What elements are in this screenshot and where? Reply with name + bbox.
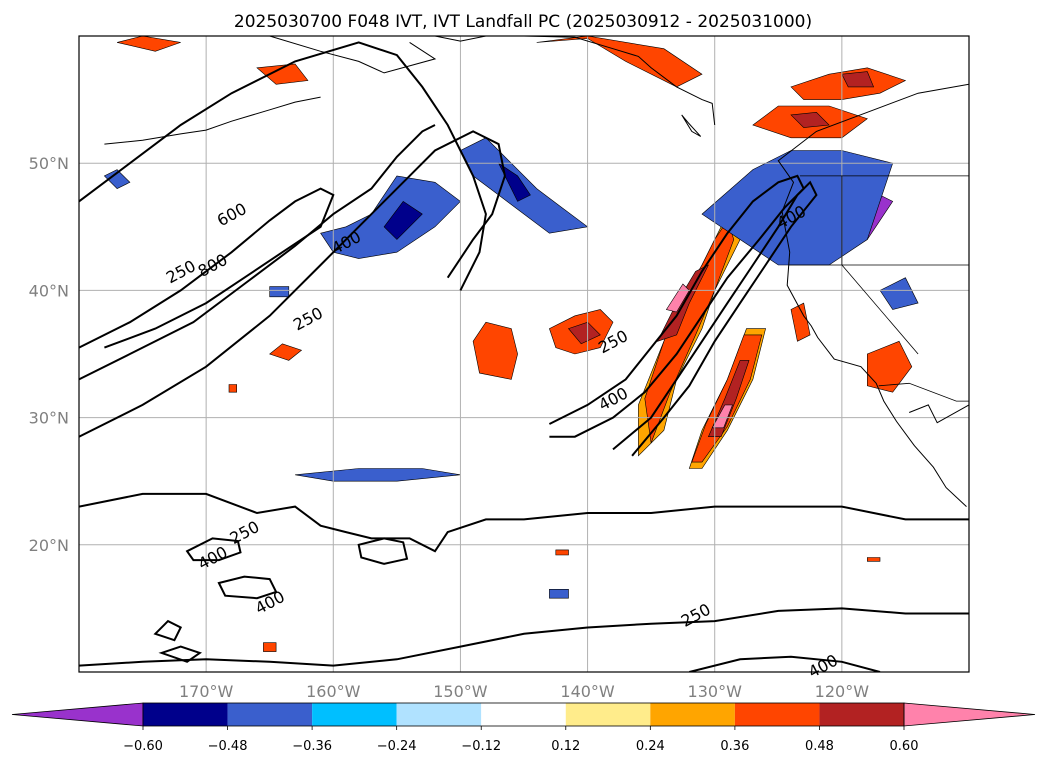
colorbar-swatch: [143, 703, 228, 726]
ivt-contour-line: [548, 174, 805, 438]
latitude-tick-labels: 50°N 40°N 30°N 20°N: [29, 154, 69, 555]
pc-patch: [867, 340, 913, 393]
map-frame: [78, 35, 970, 673]
colorbar-swatch: [650, 703, 735, 726]
colorbar-extend-high: [903, 702, 1036, 727]
lon-tick-label: 140°W: [560, 682, 615, 701]
colorbar-tick-label: 0.12: [551, 739, 580, 754]
colorbar-swatch: [481, 703, 566, 726]
pc-patch: [879, 277, 919, 310]
pc-patch: [867, 557, 881, 562]
pc-patch: [711, 404, 733, 429]
ivt-contour-line: [79, 41, 487, 291]
pc-patch: [228, 384, 237, 393]
pc-patch: [497, 162, 531, 202]
colorbar-tick-label: 0.48: [805, 739, 834, 754]
coastline: [269, 36, 437, 74]
colorbar-swatch: [565, 703, 651, 726]
colorbar: −0.60 −0.48 −0.36 −0.24 −0.12 0.12 0.24 0.36 0.4…: [11, 702, 1036, 754]
pc-patch: [555, 549, 569, 556]
pc-patch: [383, 200, 423, 240]
ivt-contour-line: [79, 130, 506, 438]
ivt-contour-line: [612, 180, 818, 457]
colorbar-swatch: [227, 703, 313, 726]
coastline: [104, 96, 321, 145]
pc-patch: [320, 175, 461, 259]
coastline: [909, 404, 969, 424]
ivt-contour-line: [217, 575, 278, 600]
landfall-pc-shading: [103, 36, 919, 652]
coastline: [681, 114, 702, 137]
colorbar-swatch: [734, 703, 820, 726]
ivt-contour-line: [153, 619, 183, 642]
state-border: [878, 382, 969, 402]
pc-patch: [841, 71, 875, 88]
pc-patch: [103, 169, 131, 189]
longitude-tick-labels: 170°W 160°W 150°W 140°W 130°W 120°W: [179, 682, 869, 701]
pc-patch: [567, 321, 601, 345]
ivt-contour-line: [357, 537, 409, 565]
ivt-contour-line: [158, 645, 203, 663]
lon-tick-label: 150°W: [433, 682, 488, 701]
colorbar-swatch: [396, 703, 482, 726]
coastline: [777, 83, 969, 507]
colorbar-tick-label: 0.24: [636, 739, 665, 754]
ivt-contour-line: [79, 492, 969, 553]
colorbar-tick-label: −0.12: [461, 739, 501, 754]
colorbar-swatch: [819, 703, 904, 726]
ivt-contour-line: [79, 607, 969, 667]
colorbar-swatch: [312, 703, 397, 726]
colorbar-tick-label: −0.36: [292, 739, 332, 754]
pc-patch: [790, 111, 830, 128]
pc-patch: [256, 63, 309, 85]
pc-patch: [117, 36, 181, 52]
colorbar-tick-label: 0.36: [720, 739, 749, 754]
lat-tick-label: 30°N: [29, 409, 69, 428]
colorbar-tick-label: −0.60: [123, 739, 163, 754]
ivt-contour-line: [79, 187, 335, 349]
coastlines: [104, 36, 969, 507]
lat-tick-label: 20°N: [29, 536, 69, 555]
lon-tick-label: 170°W: [179, 682, 234, 701]
pc-patch: [263, 642, 277, 652]
pc-patch: [269, 286, 290, 298]
lat-tick-label: 50°N: [29, 154, 69, 173]
lon-tick-label: 120°W: [815, 682, 870, 701]
pc-patch: [269, 343, 303, 361]
chart-title: 2025030700 F048 IVT, IVT Landfall PC (20…: [234, 12, 812, 32]
colorbar-tick-label: 0.60: [890, 739, 919, 754]
colorbar-tick-label: −0.48: [208, 739, 248, 754]
colorbar-outline: [142, 702, 905, 727]
pc-patch: [790, 302, 811, 342]
ivt-contour-line: [185, 537, 242, 562]
colorbar-tick-label: −0.24: [377, 739, 417, 754]
ivt-contours: [79, 41, 969, 672]
pc-patch: [536, 36, 703, 88]
lat-tick-label: 40°N: [29, 281, 69, 300]
coastline: [434, 36, 716, 126]
ivt-contour-line: [689, 655, 881, 672]
lon-tick-label: 160°W: [306, 682, 361, 701]
gridlines: [79, 36, 969, 672]
colorbar-extend-low: [11, 702, 144, 727]
pc-patch: [549, 589, 569, 599]
lon-tick-label: 130°W: [688, 682, 743, 701]
map-background: [79, 36, 969, 672]
pc-patch: [472, 321, 518, 380]
